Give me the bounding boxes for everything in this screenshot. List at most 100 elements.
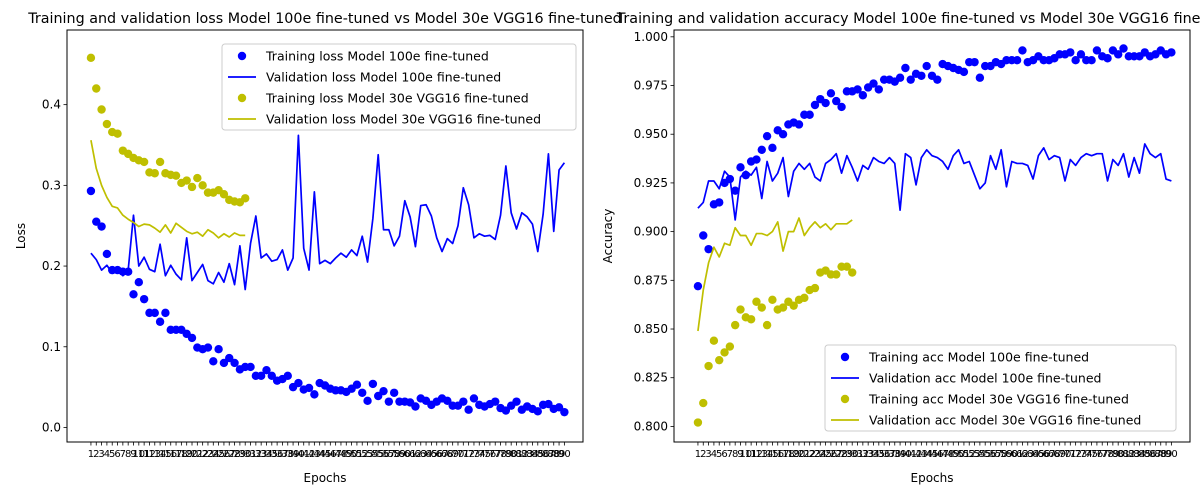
x-tick-label: 89 — [553, 449, 566, 460]
x-tick-label: 57 — [382, 449, 395, 460]
data-point — [225, 353, 234, 363]
x-tick-label: 54 — [974, 449, 987, 460]
x-tick-label: 86 — [1144, 449, 1157, 460]
x-tick-label: 1 — [695, 449, 701, 460]
x-tick-label: 66 — [1037, 449, 1050, 460]
data-point — [161, 308, 170, 318]
data-point — [389, 388, 399, 397]
x-tick-label: 7 — [120, 449, 126, 460]
x-tick-label: 77 — [489, 449, 502, 460]
x-tick-label: 72 — [1069, 449, 1082, 460]
data-point — [374, 391, 383, 401]
x-tick-label: 71 — [1064, 449, 1077, 460]
legend-swatch — [237, 51, 247, 61]
y-tick-label: 0.825 — [634, 371, 668, 385]
x-tick-label: 74 — [1080, 449, 1093, 460]
x-tick-label: 83 — [521, 449, 534, 460]
x-tick-label: 63 — [414, 449, 427, 460]
x-tick-label: 19 — [787, 449, 800, 460]
data-point — [1071, 55, 1080, 65]
data-point — [752, 155, 761, 164]
x-tick-label: 12 — [750, 449, 763, 460]
data-point — [134, 278, 144, 287]
data-point — [246, 362, 255, 372]
data-point — [501, 406, 511, 415]
x-tick-label: 63 — [1021, 449, 1034, 460]
data-point — [736, 305, 745, 314]
data-point — [443, 396, 452, 406]
x-tick-label: 57 — [989, 449, 1002, 460]
x-tick-label: 31 — [851, 449, 864, 460]
x-tick-label: 34 — [867, 449, 880, 460]
data-point — [778, 303, 788, 312]
x-tick-label: 70 — [452, 449, 465, 460]
x-tick-label: 55 — [372, 449, 385, 460]
series-validation-acc-model-30e-vgg16-fine-tuned — [697, 217, 853, 332]
x-tick-label: 49 — [947, 449, 960, 460]
data-point — [693, 281, 703, 291]
legend-swatch — [840, 352, 850, 362]
legend-label: Validation acc Model 30e VGG16 fine-tune… — [869, 413, 1141, 428]
data-point — [97, 222, 106, 231]
x-tick-label: 48 — [942, 449, 955, 460]
x-tick-label: 42 — [910, 449, 923, 460]
x-tick-label: 32 — [856, 449, 869, 460]
legend-label: Training acc Model 30e VGG16 fine-tuned — [868, 392, 1129, 407]
x-tick-label: 40 — [899, 449, 912, 460]
data-point — [768, 295, 777, 304]
x-tick-label: 67 — [436, 449, 449, 460]
x-tick-label: 86 — [537, 449, 550, 460]
x-tick-label: 12 — [143, 449, 156, 460]
legend-item: Training acc Model 100e fine-tuned — [840, 350, 1089, 365]
x-tick-label: 44 — [920, 449, 933, 460]
x-tick-label: 65 — [425, 449, 438, 460]
x-tick-label: 15 — [159, 449, 172, 460]
data-point — [917, 71, 926, 80]
y-tick-label: 0.800 — [634, 419, 668, 433]
plot-marks — [693, 44, 1176, 427]
x-tick-label: 85 — [1138, 449, 1151, 460]
x-tick-label: 46 — [931, 449, 944, 460]
x-tick-label: 38 — [888, 449, 901, 460]
x-tick-label: 53 — [361, 449, 374, 460]
data-point — [139, 294, 149, 304]
x-tick-label: 73 — [1075, 449, 1088, 460]
data-point — [113, 129, 122, 138]
x-tick-label: 51 — [351, 449, 364, 460]
x-tick-label: 37 — [276, 449, 289, 460]
y-tick-label: 0.1 — [42, 340, 61, 354]
x-tick-label: 35 — [872, 449, 885, 460]
data-point — [842, 262, 852, 271]
data-point — [230, 358, 239, 368]
x-tick-label: 9 — [130, 449, 136, 460]
x-tick-label: 59 — [393, 449, 406, 460]
x-tick-label: 22 — [803, 449, 816, 460]
data-point — [736, 163, 745, 172]
data-point — [901, 63, 910, 73]
x-tick-label: 9 — [737, 449, 743, 460]
data-point — [752, 297, 761, 306]
data-point — [853, 85, 862, 94]
data-point — [762, 320, 772, 330]
x-tick-label: 14 — [761, 449, 774, 460]
data-point — [858, 91, 868, 100]
x-tick-label: 10 — [739, 449, 752, 460]
x-tick-label: 54 — [367, 449, 380, 460]
x-tick-label: 15 — [766, 449, 779, 460]
x-tick-label: 13 — [755, 449, 768, 460]
data-point — [187, 182, 197, 192]
x-tick-label: 67 — [1043, 449, 1056, 460]
data-point — [1087, 55, 1096, 65]
x-tick-label: 51 — [958, 449, 971, 460]
x-tick-label: 75 — [1085, 449, 1098, 460]
x-tick-label: 83 — [1128, 449, 1141, 460]
x-tick-label: 78 — [494, 449, 507, 460]
x-tick-label: 85 — [531, 449, 544, 460]
x-tick-label: 39 — [287, 449, 300, 460]
legend-swatch — [237, 93, 247, 103]
data-point — [411, 402, 420, 411]
series-line — [697, 217, 853, 332]
data-point — [789, 301, 798, 310]
data-point — [704, 361, 713, 371]
data-point — [214, 344, 223, 354]
